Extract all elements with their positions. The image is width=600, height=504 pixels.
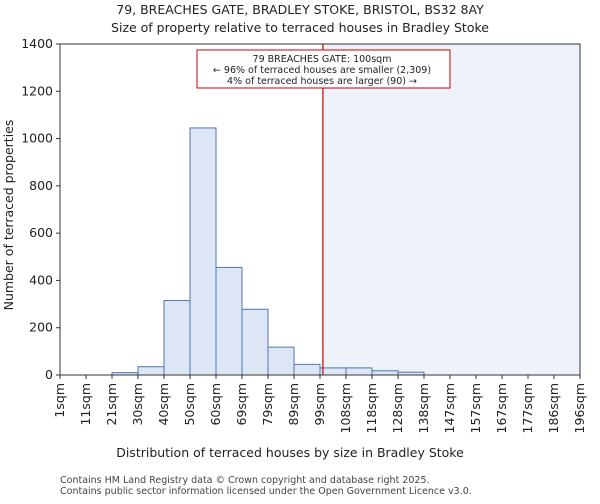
y-tick-label: 0 <box>45 367 53 382</box>
bar-30sqm <box>137 366 165 376</box>
bar-99sqm <box>319 367 347 376</box>
annotation-line-2: ← 96% of terraced houses are smaller (2,… <box>213 65 431 76</box>
bar-60sqm <box>215 266 243 376</box>
larger-region-highlight <box>322 44 580 375</box>
footer-line-2: Contains public sector information licen… <box>60 486 472 497</box>
x-tick-label: 89sqm <box>286 383 301 426</box>
x-tick-label: 147sqm <box>442 383 457 433</box>
x-tick-label: 108sqm <box>338 383 353 433</box>
x-tick-label: 128sqm <box>390 383 405 433</box>
x-tick-label: 157sqm <box>468 383 483 433</box>
y-tick-label: 800 <box>29 178 53 193</box>
x-tick-label: 99sqm <box>312 383 327 426</box>
bar-118sqm <box>371 370 399 376</box>
x-tick-label: 1sqm <box>52 383 67 418</box>
chart-title: 79, BREACHES GATE, BRADLEY STOKE, BRISTO… <box>116 2 484 17</box>
x-tick-label: 60sqm <box>208 383 223 426</box>
x-axis-ticks: 1sqm 11sqm 21sqm 30sqm 40sqm 50sqm 60sqm 69sqm 7… <box>52 375 587 433</box>
x-tick-label: 79sqm <box>260 383 275 426</box>
bar-108sqm <box>345 367 373 376</box>
annotation-box: 79 BREACHES GATE: 100sqm ← 96% of terrac… <box>196 49 451 89</box>
highlight-layer <box>322 44 580 375</box>
annotation-frame <box>196 49 451 89</box>
x-tick-label: 186sqm <box>546 383 561 433</box>
x-tick-label: 167sqm <box>494 383 509 433</box>
y-tick-label: 200 <box>29 320 53 335</box>
x-tick-label: 11sqm <box>78 383 93 426</box>
x-tick-label: 177sqm <box>520 383 535 433</box>
bar-69sqm <box>241 308 269 376</box>
x-tick-label: 118sqm <box>364 383 379 433</box>
y-axis-ticks: 0 200 400 600 800 1000 1200 1400 <box>21 36 60 382</box>
bars-layer <box>111 127 425 376</box>
annotation-line-3: 4% of terraced houses are larger (90) → <box>227 76 417 87</box>
chart-subtitle: Size of property relative to terraced ho… <box>111 20 489 35</box>
x-tick-label: 40sqm <box>156 383 171 426</box>
x-tick-label: 138sqm <box>416 383 431 433</box>
x-tick-label: 196sqm <box>572 383 587 433</box>
bar-50sqm <box>189 127 217 376</box>
y-tick-label: 600 <box>29 225 53 240</box>
footer-line-1: Contains HM Land Registry data © Crown c… <box>60 475 430 486</box>
y-axis-label: Number of terraced properties <box>1 120 16 311</box>
bar-79sqm <box>267 346 295 376</box>
x-tick-label: 21sqm <box>104 383 119 426</box>
x-tick-label: 50sqm <box>182 383 197 426</box>
annotation-line-1: 79 BREACHES GATE: 100sqm <box>253 54 392 65</box>
y-tick-label: 400 <box>29 272 53 287</box>
bar-89sqm <box>293 363 321 376</box>
y-tick-label: 1200 <box>21 83 53 98</box>
y-tick-label: 1000 <box>21 131 53 146</box>
x-axis-label: Distribution of terraced houses by size … <box>116 445 464 460</box>
y-tick-label: 1400 <box>21 36 53 51</box>
bar-40sqm <box>163 300 191 376</box>
x-tick-label: 69sqm <box>234 383 249 426</box>
x-tick-label: 30sqm <box>130 383 145 426</box>
